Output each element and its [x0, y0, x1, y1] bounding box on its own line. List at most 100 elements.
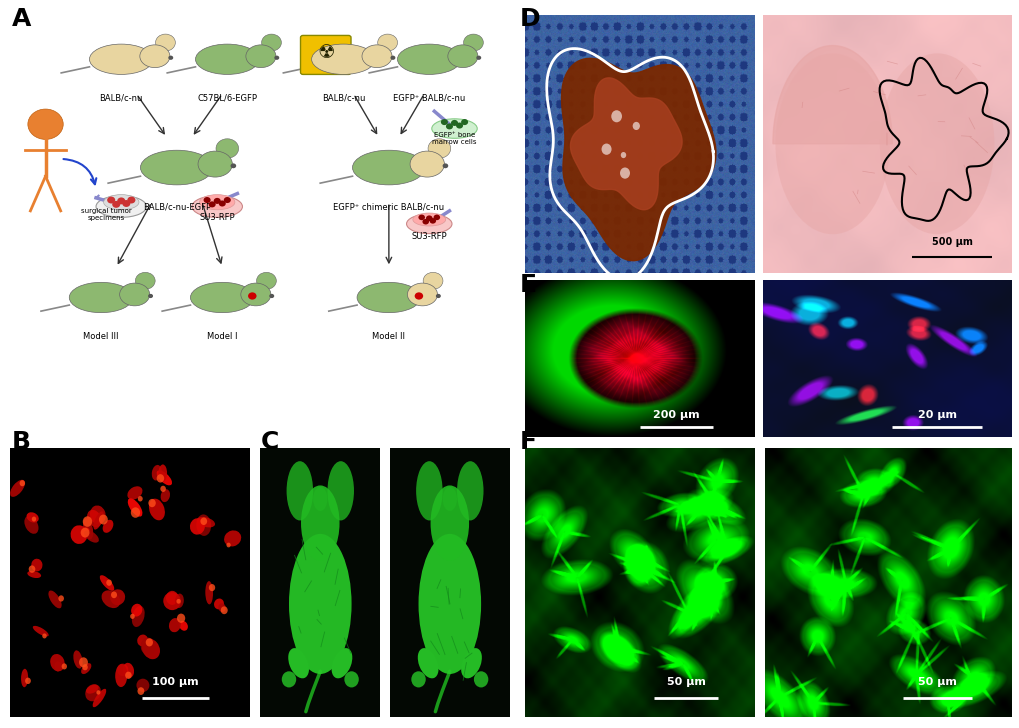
Ellipse shape [142, 638, 160, 660]
Ellipse shape [175, 593, 183, 608]
Circle shape [286, 462, 313, 521]
Ellipse shape [163, 592, 180, 610]
Circle shape [29, 566, 36, 573]
Ellipse shape [411, 671, 425, 687]
Circle shape [423, 272, 442, 289]
Circle shape [148, 499, 156, 507]
Ellipse shape [447, 45, 477, 68]
Text: SU3-RFP: SU3-RFP [411, 232, 446, 241]
Circle shape [433, 215, 439, 220]
Polygon shape [560, 58, 715, 261]
Ellipse shape [179, 621, 187, 630]
Circle shape [632, 122, 639, 130]
Ellipse shape [407, 214, 451, 234]
Circle shape [168, 55, 173, 60]
Ellipse shape [104, 194, 139, 210]
Ellipse shape [191, 282, 254, 312]
Ellipse shape [96, 196, 147, 218]
Circle shape [440, 119, 447, 125]
Ellipse shape [32, 558, 43, 571]
Circle shape [213, 198, 220, 204]
Ellipse shape [240, 283, 271, 306]
Circle shape [327, 462, 354, 521]
Ellipse shape [82, 527, 90, 538]
Ellipse shape [413, 213, 445, 226]
Ellipse shape [397, 44, 461, 74]
Circle shape [390, 55, 395, 60]
Circle shape [204, 197, 211, 203]
Circle shape [106, 579, 112, 586]
Ellipse shape [196, 44, 259, 74]
Circle shape [450, 120, 458, 126]
Ellipse shape [69, 282, 132, 312]
Ellipse shape [362, 45, 391, 68]
Circle shape [130, 507, 140, 518]
Ellipse shape [33, 626, 49, 636]
Ellipse shape [54, 661, 61, 671]
Ellipse shape [879, 53, 994, 234]
Ellipse shape [24, 516, 39, 534]
Ellipse shape [442, 487, 457, 511]
Ellipse shape [10, 480, 24, 497]
Ellipse shape [192, 196, 243, 218]
Circle shape [58, 596, 64, 601]
Text: surgical tumor
specimens: surgical tumor specimens [81, 207, 131, 221]
Circle shape [130, 614, 135, 619]
Ellipse shape [21, 669, 29, 687]
Ellipse shape [127, 498, 143, 517]
Text: Model III: Model III [84, 332, 119, 341]
Text: 50 μm: 50 μm [917, 678, 956, 687]
Text: C57BL/6-EGFP: C57BL/6-EGFP [197, 94, 257, 103]
Ellipse shape [141, 150, 213, 185]
Circle shape [136, 272, 155, 289]
Text: E: E [520, 273, 537, 297]
Ellipse shape [357, 282, 420, 312]
Circle shape [125, 672, 131, 679]
Ellipse shape [137, 678, 149, 692]
Circle shape [83, 516, 92, 527]
Circle shape [274, 55, 279, 60]
Circle shape [416, 462, 442, 521]
Text: ☢: ☢ [317, 43, 334, 63]
Circle shape [127, 197, 136, 204]
Text: 500 μm: 500 μm [930, 237, 971, 247]
Ellipse shape [431, 119, 477, 138]
Ellipse shape [198, 151, 232, 177]
Ellipse shape [418, 648, 438, 678]
Ellipse shape [28, 571, 41, 578]
Ellipse shape [141, 638, 156, 655]
Ellipse shape [83, 518, 93, 539]
Text: Model I: Model I [207, 332, 237, 341]
Ellipse shape [169, 618, 180, 632]
Ellipse shape [461, 648, 481, 678]
Ellipse shape [407, 283, 437, 306]
Circle shape [620, 167, 630, 178]
Circle shape [216, 139, 238, 158]
Circle shape [83, 664, 88, 670]
Ellipse shape [353, 150, 425, 185]
Text: BALB/c-nu: BALB/c-nu [321, 94, 365, 103]
Ellipse shape [160, 489, 170, 502]
Ellipse shape [138, 635, 148, 646]
Ellipse shape [140, 45, 170, 68]
Text: A: A [12, 7, 32, 31]
Ellipse shape [197, 517, 215, 527]
Text: 50 μm: 50 μm [665, 678, 705, 687]
Ellipse shape [301, 486, 339, 561]
Ellipse shape [205, 581, 213, 604]
Circle shape [99, 515, 108, 525]
Ellipse shape [152, 465, 161, 480]
Circle shape [157, 474, 164, 483]
Circle shape [461, 119, 468, 125]
Ellipse shape [86, 684, 99, 694]
Ellipse shape [430, 486, 469, 561]
Circle shape [111, 591, 117, 598]
Ellipse shape [131, 606, 145, 627]
Circle shape [226, 542, 230, 547]
Ellipse shape [214, 598, 224, 609]
Ellipse shape [246, 45, 275, 68]
Ellipse shape [127, 486, 143, 499]
Ellipse shape [90, 44, 153, 74]
Ellipse shape [312, 44, 375, 74]
Ellipse shape [50, 654, 64, 671]
